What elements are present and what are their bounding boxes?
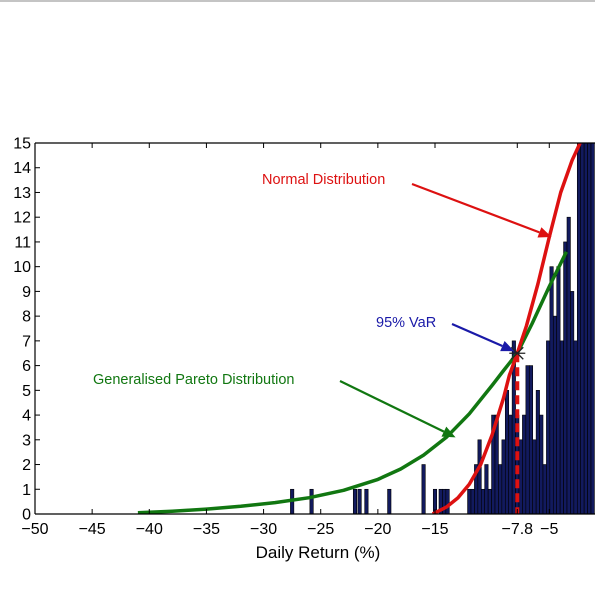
histogram-bar bbox=[508, 414, 513, 514]
y-tick-label: 12 bbox=[13, 210, 31, 227]
x-tick-label: −40 bbox=[136, 521, 163, 538]
x-tick-label: −50 bbox=[21, 521, 48, 538]
x-tick-label: −5 bbox=[540, 521, 558, 538]
histogram-bar bbox=[576, 143, 582, 514]
distribution-curves bbox=[137, 143, 582, 514]
var-label: 95% VaR bbox=[376, 315, 436, 331]
y-tick-label: 5 bbox=[22, 383, 31, 400]
histogram-bar bbox=[590, 143, 595, 514]
y-tick-label: 4 bbox=[22, 408, 31, 425]
y-tick-label: 8 bbox=[22, 309, 31, 326]
pareto-arrow bbox=[339, 380, 456, 438]
histogram-bar bbox=[542, 464, 547, 514]
var-arrow bbox=[451, 322, 515, 352]
histogram-bar bbox=[480, 488, 486, 514]
histogram-bar bbox=[494, 414, 499, 514]
histogram-bar bbox=[498, 464, 503, 514]
x-tick-label: −7.8 bbox=[501, 521, 533, 538]
histogram-bar bbox=[501, 439, 506, 514]
normal-arrow bbox=[411, 182, 552, 238]
histogram-bar bbox=[583, 143, 588, 514]
histogram-bar bbox=[467, 488, 472, 514]
x-tick-label: −25 bbox=[307, 521, 334, 538]
histogram-bar bbox=[559, 340, 564, 514]
histogram-bar bbox=[518, 439, 523, 514]
histogram-bar bbox=[535, 390, 540, 514]
y-tick-label: 0 bbox=[22, 507, 31, 524]
y-tick-label: 11 bbox=[14, 234, 31, 251]
y-tick-label: 2 bbox=[22, 457, 31, 474]
histogram-bar bbox=[470, 488, 475, 514]
histogram-bars bbox=[290, 143, 595, 514]
histogram-bar bbox=[421, 464, 426, 514]
histogram-bar bbox=[570, 291, 575, 514]
x-tick-label: −35 bbox=[193, 521, 220, 538]
histogram-bar bbox=[573, 340, 578, 514]
y-tick-label: 14 bbox=[13, 160, 31, 177]
y-tick-label: 1 bbox=[22, 482, 31, 499]
histogram-bar bbox=[549, 266, 554, 514]
x-tick-label: −20 bbox=[364, 521, 391, 538]
histogram-bar bbox=[539, 414, 544, 514]
var-markers bbox=[509, 346, 526, 514]
pareto-distribution-label: Generalised Pareto Distribution bbox=[93, 372, 295, 388]
y-tick-label: 3 bbox=[22, 432, 31, 449]
histogram-bar bbox=[487, 488, 492, 514]
y-tick-label: 10 bbox=[13, 259, 31, 276]
y-tick-label: 13 bbox=[13, 185, 31, 202]
histogram-bar bbox=[477, 439, 482, 514]
y-tick-label: 15 bbox=[13, 136, 31, 153]
histogram-bar bbox=[445, 488, 450, 514]
x-tick-label: −15 bbox=[421, 521, 448, 538]
histogram-bar bbox=[532, 439, 537, 514]
histogram-bar bbox=[546, 340, 551, 514]
histogram-bar bbox=[364, 488, 369, 514]
histogram-bar bbox=[566, 216, 571, 514]
normal-curve bbox=[431, 143, 582, 514]
histogram-bar bbox=[587, 143, 592, 514]
y-tick-label: 9 bbox=[22, 284, 31, 301]
x-axis-title: Daily Return (%) bbox=[256, 543, 381, 562]
histogram-bar bbox=[484, 464, 489, 514]
x-tick-label: −30 bbox=[250, 521, 277, 538]
var-point-marker bbox=[509, 346, 526, 360]
x-tick-label: −45 bbox=[79, 521, 106, 538]
histogram-bar bbox=[563, 241, 568, 514]
normal-distribution-label: Normal Distribution bbox=[262, 172, 385, 188]
annotations: Normal Distribution Generalised Pareto D… bbox=[93, 172, 552, 438]
histogram-bar bbox=[580, 143, 585, 514]
histogram-bar bbox=[525, 365, 530, 514]
histogram-bar bbox=[528, 365, 534, 514]
histogram-bar bbox=[522, 414, 527, 514]
histogram-bar bbox=[504, 390, 510, 514]
histogram-bar bbox=[352, 488, 358, 514]
histogram-bar bbox=[309, 488, 314, 514]
histogram-bar bbox=[552, 315, 558, 514]
histogram-bar bbox=[357, 488, 362, 514]
y-tick-label: 6 bbox=[22, 358, 31, 375]
histogram-bar bbox=[387, 488, 392, 514]
y-tick-label: 7 bbox=[22, 333, 31, 350]
histogram-bar bbox=[556, 266, 561, 514]
